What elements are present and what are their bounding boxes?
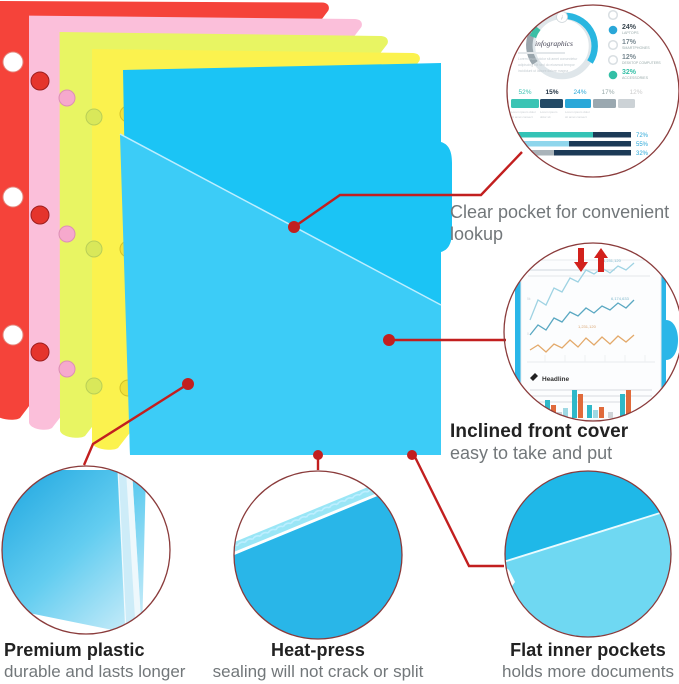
svg-text:24%: 24% xyxy=(573,89,586,96)
svg-text:sit amet consect: sit amet consect xyxy=(565,115,587,119)
svg-text:4,231,120: 4,231,120 xyxy=(603,258,622,263)
svg-text:LAPTOPS: LAPTOPS xyxy=(622,31,639,35)
svg-text:32%: 32% xyxy=(622,69,637,76)
svg-text:dolor sit: dolor sit xyxy=(540,115,551,119)
svg-text:incididunt ut labore dolore ma: incididunt ut labore dolore magna xyxy=(518,69,568,73)
svg-text:17%: 17% xyxy=(601,89,614,96)
svg-text:24%: 24% xyxy=(622,24,637,31)
svg-text:Headline: Headline xyxy=(542,376,569,383)
svg-text:ACCESSORIES: ACCESSORIES xyxy=(622,76,649,80)
svg-text:Lorem ipsum dolor: Lorem ipsum dolor xyxy=(511,110,536,114)
svg-text:Lorem ipsum dolor: Lorem ipsum dolor xyxy=(565,110,590,114)
svg-text:52%: 52% xyxy=(518,89,531,96)
svg-text:12%: 12% xyxy=(629,89,642,96)
svg-text:32%: 32% xyxy=(636,151,649,157)
svg-text:sit amet consect: sit amet consect xyxy=(511,115,533,119)
svg-text:0: 0 xyxy=(527,332,529,336)
svg-text:5k: 5k xyxy=(527,297,531,301)
svg-text:Category: Category xyxy=(528,411,542,415)
svg-text:Lorem ipsum dolor sit amet con: Lorem ipsum dolor sit amet consectetur xyxy=(518,57,578,61)
svg-text:infographics: infographics xyxy=(535,39,573,48)
svg-text:Lorem ipsum: Lorem ipsum xyxy=(540,110,558,114)
svg-text:12%: 12% xyxy=(622,54,637,61)
svg-text:DESKTOP COMPUTERS: DESKTOP COMPUTERS xyxy=(622,61,661,65)
svg-text:adipiscing elit sed do eiusmod: adipiscing elit sed do eiusmod tempor xyxy=(518,63,576,67)
svg-text:1,231,120: 1,231,120 xyxy=(578,324,597,329)
svg-text:15%: 15% xyxy=(545,89,558,96)
svg-text:SMARTPHONES: SMARTPHONES xyxy=(622,46,650,50)
svg-text:55%: 55% xyxy=(636,142,649,148)
svg-text:72%: 72% xyxy=(636,133,649,139)
svg-text:17%: 17% xyxy=(622,39,637,46)
svg-text:6,174,633: 6,174,633 xyxy=(611,296,630,301)
